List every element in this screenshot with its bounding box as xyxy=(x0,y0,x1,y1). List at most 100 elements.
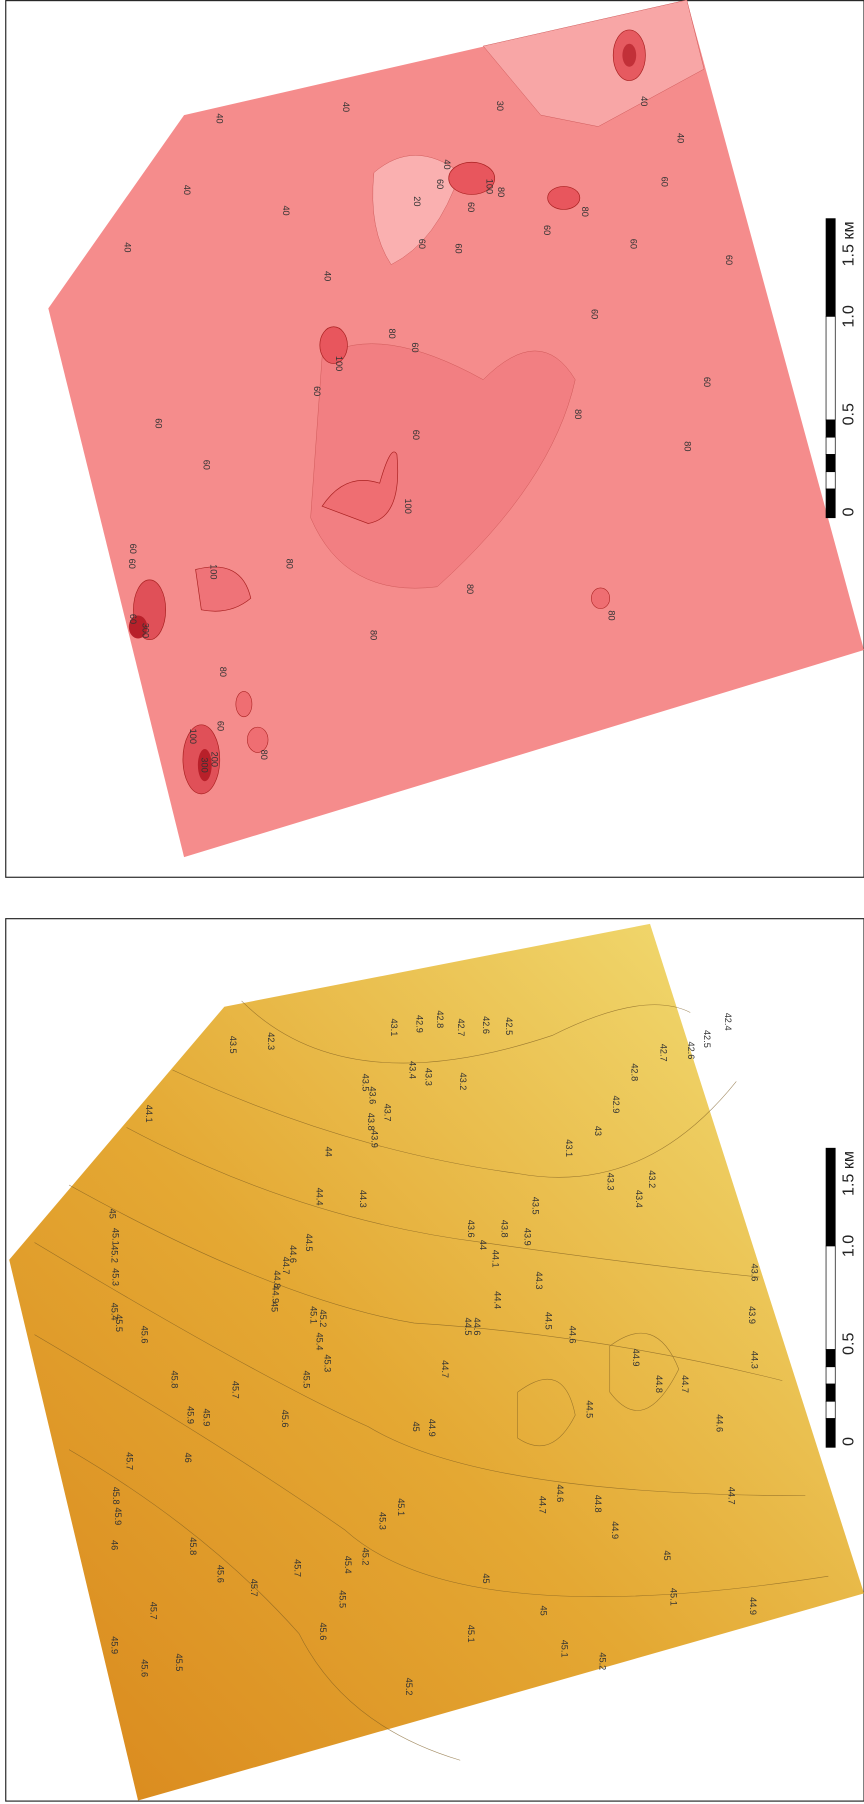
scale-label: 1.0 xyxy=(840,305,858,327)
contour-label: 45.5 xyxy=(302,1370,312,1388)
contour-label: 44.9 xyxy=(610,1521,620,1539)
contour-label: 44.5 xyxy=(585,1400,595,1418)
contour-label: 60 xyxy=(128,614,138,624)
contour-label: 300 xyxy=(141,623,151,638)
contour-label: 45.8 xyxy=(111,1487,121,1505)
contour-label: 44.1 xyxy=(490,1250,500,1268)
contour-label: 45.1 xyxy=(466,1625,476,1643)
contour-label: 43.6 xyxy=(466,1220,476,1238)
contour-label: 40 xyxy=(442,159,452,169)
contour-label: 42.8 xyxy=(630,1063,640,1081)
contour-label: 43.8 xyxy=(500,1220,510,1238)
contour-label: 100 xyxy=(485,179,495,194)
contour-label: 43.9 xyxy=(370,1130,380,1148)
contour-label: 60 xyxy=(660,177,670,187)
contour-label: 80 xyxy=(368,630,378,640)
contour-label: 42.9 xyxy=(414,1015,424,1033)
contour-label: 45.4 xyxy=(314,1333,324,1351)
contour-label: 45.7 xyxy=(230,1381,240,1399)
contour-label: 42.5 xyxy=(702,1030,712,1048)
contour-label: 44 xyxy=(478,1240,488,1250)
contour-label: 44.7 xyxy=(680,1375,690,1393)
contour-label: 42.7 xyxy=(658,1044,668,1062)
contour-label: 44.3 xyxy=(749,1351,759,1369)
contour-label: 40 xyxy=(639,96,649,106)
contour-label: 42.4 xyxy=(723,1013,733,1031)
contour-label: 46 xyxy=(183,1453,193,1463)
contour-label: 45.3 xyxy=(322,1354,332,1372)
contour-label: 60 xyxy=(215,721,225,731)
contour-label: 60 xyxy=(128,544,138,554)
contour-label: 46 xyxy=(110,1540,120,1550)
contour-label: 44.4 xyxy=(493,1291,503,1309)
contour-label: 43.4 xyxy=(408,1061,418,1079)
contour-label: 80 xyxy=(573,409,583,419)
contour-label: 45.5 xyxy=(174,1654,184,1672)
scale-bar-segment xyxy=(826,1148,835,1246)
contour-label: 45.1 xyxy=(309,1306,319,1324)
contour-label: 45.9 xyxy=(186,1406,196,1424)
scale-bar-segment xyxy=(826,1401,835,1418)
contour-label: 45.6 xyxy=(140,1326,150,1344)
contour-label: 300 xyxy=(199,757,209,772)
contour-label: 40 xyxy=(676,133,686,143)
scale-bar-segment xyxy=(826,1384,835,1401)
contour-label: 45.7 xyxy=(249,1579,259,1597)
contour-label: 43.8 xyxy=(366,1113,376,1131)
scale-bar-segment xyxy=(826,437,835,454)
contour-label: 45.7 xyxy=(149,1602,159,1620)
contour-label: 200 xyxy=(210,752,220,767)
contour-label: 40 xyxy=(122,242,132,252)
contour-label: 44.8 xyxy=(654,1375,664,1393)
contour-label: 44.5 xyxy=(304,1234,314,1252)
scale-bar-segment xyxy=(826,1246,835,1350)
contour-label: 43.7 xyxy=(382,1104,392,1122)
contour-label: 60 xyxy=(542,225,552,235)
contour-label: 60 xyxy=(702,377,712,387)
contour-label: 60 xyxy=(628,239,638,249)
scale-bar-segment xyxy=(826,489,835,518)
contour-label: 45.9 xyxy=(110,1636,120,1654)
contour-label: 43.4 xyxy=(634,1190,644,1208)
contour-label: 43.3 xyxy=(605,1173,615,1191)
contour-label: 100 xyxy=(334,356,344,371)
contour-label: 43.2 xyxy=(458,1073,468,1091)
contour-label: 43.5 xyxy=(360,1074,370,1092)
contour-label: 44.1 xyxy=(144,1105,154,1123)
contour-label: 45.2 xyxy=(318,1310,328,1328)
contour-label: 45 xyxy=(539,1606,549,1616)
scale-bar-segment xyxy=(826,219,835,317)
contour-label: 30 xyxy=(495,101,505,111)
contour-label: 42.9 xyxy=(611,1096,621,1114)
contour-label: 44.7 xyxy=(538,1496,548,1514)
contour-label: 40 xyxy=(341,102,351,112)
contour-label: 43.5 xyxy=(228,1036,238,1054)
contour-label: 80 xyxy=(683,441,693,451)
contour-label: 43.3 xyxy=(424,1068,434,1086)
contour-label: 42.3 xyxy=(266,1032,276,1050)
scale-label: 0.5 xyxy=(840,403,858,425)
contour-label: 44.6 xyxy=(567,1326,577,1344)
contour-label: 44.6 xyxy=(472,1318,482,1336)
high-spot xyxy=(548,186,580,209)
contour-label: 80 xyxy=(284,559,294,569)
contour-label: 44.3 xyxy=(358,1190,368,1208)
contour-label: 100 xyxy=(188,729,198,744)
contour-label: 43.6 xyxy=(749,1264,759,1282)
contour-label: 45 xyxy=(662,1550,672,1560)
scale-bar-segment xyxy=(826,1350,835,1367)
contour-label: 40 xyxy=(322,271,332,281)
contour-label: 42.7 xyxy=(456,1018,466,1036)
contour-label: 44.5 xyxy=(543,1312,553,1330)
contour-label: 60 xyxy=(127,559,137,569)
contour-label: 43.9 xyxy=(523,1228,533,1246)
contour-label: 44 xyxy=(324,1147,334,1157)
contour-label: 44.6 xyxy=(555,1484,565,1502)
contour-label: 43.1 xyxy=(389,1018,399,1036)
scale-bar-segment xyxy=(826,454,835,471)
contour-label: 60 xyxy=(410,342,420,352)
scale-label: 1.5 км xyxy=(840,221,858,266)
contour-label: 100 xyxy=(403,499,413,514)
contour-label: 45.6 xyxy=(318,1622,328,1640)
contour-label: 43 xyxy=(593,1126,603,1136)
